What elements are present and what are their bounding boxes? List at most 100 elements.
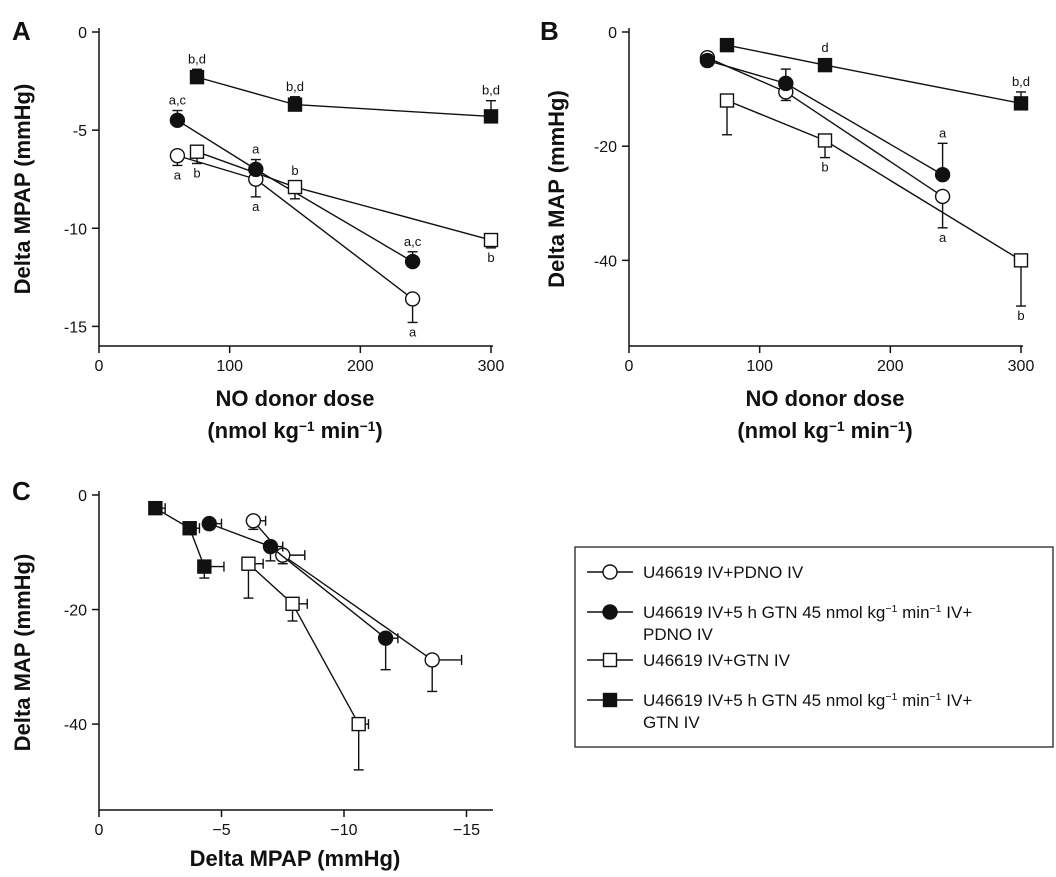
significance-label: b,d <box>286 79 304 94</box>
significance-label: d <box>821 40 828 55</box>
data-point-open-square <box>483 232 499 248</box>
data-point-filled-square <box>1013 96 1029 111</box>
data-point-open-square <box>1013 253 1029 268</box>
data-point-filled-square <box>182 521 197 536</box>
significance-label: b,d <box>188 51 206 66</box>
panel-b-chart: 0 -20 -40 0 100 200 300 B NO donor dose (nmol kg−… <box>540 16 1034 443</box>
y-tick-label: -15 <box>64 319 87 336</box>
data-point-open-square <box>719 93 735 108</box>
series-filled-square <box>148 500 225 579</box>
significance-label: a,c <box>169 93 187 108</box>
data-point-filled-circle <box>248 161 264 178</box>
x-tick-label: −5 <box>212 822 230 839</box>
data-point-filled-square <box>483 109 499 124</box>
data-point-filled-circle <box>169 112 186 129</box>
data-point-open-circle <box>245 513 262 529</box>
series-line <box>252 520 433 661</box>
data-point-open-circle <box>169 147 186 164</box>
legend-item: U46619 IV+GTN IV <box>587 651 791 670</box>
series-filled-square: b,d b,d b,d <box>188 51 500 124</box>
series-line <box>247 563 360 725</box>
y-tick-label: 0 <box>78 25 87 42</box>
series-open-square <box>241 556 370 771</box>
x-tick-label: 300 <box>478 358 505 375</box>
y-tick-label: -10 <box>64 221 87 238</box>
x-axis-label: NO donor dose <box>746 386 905 411</box>
y-tick-label: 0 <box>608 25 617 42</box>
series-filled-square: d b,d <box>719 37 1030 111</box>
significance-label: b <box>821 160 828 175</box>
data-point-filled-circle <box>404 253 421 270</box>
series-filled-circle <box>201 515 399 671</box>
series-open-square: b b b <box>189 144 499 265</box>
data-point-filled-square <box>817 57 833 73</box>
data-point-open-circle <box>404 291 421 307</box>
significance-label: a <box>252 142 260 157</box>
y-axis-label: Delta MPAP (mmHg) <box>10 84 35 295</box>
series-open-square: bb <box>719 93 1029 323</box>
panel-letter: B <box>540 16 559 46</box>
x-axis-label-units: (nmol kg−1 min−1) <box>207 418 382 443</box>
y-tick-label: -20 <box>594 139 617 156</box>
x-axis-label: Delta MPAP (mmHg) <box>190 846 401 871</box>
legend-label: GTN IV <box>643 713 700 732</box>
panel-letter: A <box>12 16 31 46</box>
y-tick-label: 0 <box>78 488 87 505</box>
y-axis-label: Delta MAP (mmHg) <box>10 554 35 752</box>
legend-item: U46619 IV+PDNO IV <box>587 563 804 582</box>
x-tick-label: 0 <box>95 358 104 375</box>
data-point-filled-square <box>719 37 735 53</box>
significance-label: b <box>291 163 298 178</box>
significance-label: b,d <box>482 83 500 98</box>
panel-letter: C <box>12 476 31 506</box>
x-tick-label: −15 <box>453 822 480 839</box>
error-bar <box>1016 260 1026 307</box>
data-point-filled-square <box>197 559 212 574</box>
series-line <box>196 76 492 118</box>
data-point-open-circle <box>424 652 440 668</box>
x-tick-label: −10 <box>330 822 357 839</box>
data-point-filled-square <box>189 69 205 85</box>
legend-box <box>574 546 1054 748</box>
legend-label: PDNO IV <box>643 625 714 644</box>
y-axis-label: Delta MAP (mmHg) <box>544 90 569 288</box>
legend-item: U46619 IV+5 h GTN 45 nmol kg−1 min−1 IV+… <box>587 603 972 644</box>
data-point-open-square <box>189 144 205 159</box>
x-tick-label: 300 <box>1008 358 1035 375</box>
legend-label: U46619 IV+GTN IV <box>643 651 791 670</box>
series-filled-circle: a,c a a,c <box>169 93 422 270</box>
y-tick-label: -20 <box>64 603 87 620</box>
x-tick-label: 100 <box>746 358 773 375</box>
y-tick-label: -40 <box>64 717 87 734</box>
data-point-open-square <box>817 133 833 148</box>
significance-label: a <box>174 167 182 182</box>
data-point-filled-square <box>287 97 303 112</box>
legend-marker-open-circle <box>602 564 618 580</box>
panel-a-chart: 0 -5 -10 -15 0 100 200 300 A NO donor dose (nmol k… <box>10 16 504 443</box>
legend: U46619 IV+PDNO IV U46619 IV+5 h GTN 45 nm… <box>574 546 1054 748</box>
legend-label: U46619 IV+5 h GTN 45 nmol kg−1 min−1 IV+ <box>643 691 972 710</box>
series-line <box>726 44 1022 105</box>
series-open-circle <box>245 513 463 693</box>
series-line <box>726 99 1022 261</box>
x-axis-label: NO donor dose <box>216 386 375 411</box>
data-point-filled-circle <box>262 538 279 555</box>
data-point-open-square <box>241 556 256 571</box>
legend-label: U46619 IV+5 h GTN 45 nmol kg−1 min−1 IV+ <box>643 603 972 622</box>
x-axis-label-units: (nmol kg−1 min−1) <box>737 418 912 443</box>
x-tick-label: 0 <box>625 358 634 375</box>
significance-label: a <box>252 199 260 214</box>
series-filled-circle: a <box>699 52 951 183</box>
data-point-open-square <box>287 179 303 195</box>
significance-label: b <box>193 165 200 180</box>
significance-label: b <box>487 250 494 265</box>
data-point-filled-circle <box>377 630 394 646</box>
data-point-filled-circle <box>699 52 716 69</box>
series-open-circle: a a a <box>169 147 421 339</box>
data-point-open-circle <box>934 188 951 205</box>
significance-label: a <box>939 230 947 245</box>
y-tick-label: -5 <box>73 123 87 140</box>
series-line <box>154 507 206 567</box>
x-tick-label: 200 <box>877 358 904 375</box>
significance-label: b,d <box>1012 74 1030 89</box>
